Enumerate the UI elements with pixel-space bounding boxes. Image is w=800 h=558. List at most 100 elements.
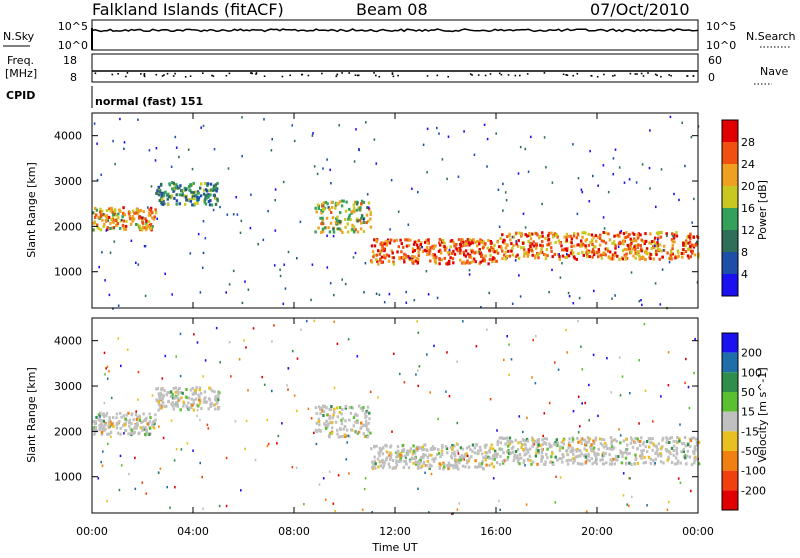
- echo-cell: [380, 248, 384, 252]
- echo-cell: [373, 244, 377, 248]
- echo-cell: [142, 419, 145, 423]
- echo-cell: [696, 240, 698, 244]
- echo-cell: [341, 417, 345, 421]
- echo-cell: [604, 253, 607, 257]
- echo-cell: [459, 242, 462, 246]
- echo-cell: [629, 245, 633, 249]
- echo-cell: [453, 450, 456, 454]
- nave-dot: [392, 75, 395, 78]
- echo-cell: [420, 241, 423, 245]
- echo-cell: [675, 446, 678, 450]
- echo-cell: [685, 357, 687, 361]
- echo-cell: [490, 443, 493, 447]
- echo-cell: [693, 197, 695, 201]
- echo-cell: [300, 328, 302, 331]
- nave-dot: [263, 75, 266, 77]
- echo-cell: [207, 193, 210, 197]
- echo-cell: [634, 458, 637, 461]
- echo-cell: [597, 414, 599, 418]
- echo-cell: [202, 192, 206, 196]
- echo-cell: [499, 237, 502, 240]
- echo-cell: [657, 236, 660, 240]
- echo-cell: [159, 391, 162, 395]
- echo-cell: [151, 216, 154, 220]
- echo-cell: [195, 193, 198, 197]
- echo-cell: [644, 445, 647, 449]
- echo-cell: [240, 489, 242, 492]
- echo-cell: [330, 200, 333, 204]
- echo-cell: [344, 404, 348, 408]
- colorbar-tick-label: 50: [741, 386, 755, 399]
- echo-cell: [426, 455, 430, 459]
- echo-cell: [686, 449, 689, 453]
- echo-cell: [318, 483, 321, 486]
- echo-cell: [443, 463, 446, 467]
- echo-cell: [100, 460, 102, 464]
- echo-cell: [488, 456, 491, 460]
- echo-cell: [254, 458, 257, 462]
- echo-cell: [617, 245, 620, 248]
- nave-dot: [654, 73, 657, 76]
- echo-cell: [250, 193, 252, 196]
- nave-dot: [228, 72, 231, 75]
- echo-cell: [659, 303, 662, 306]
- echo-cell: [496, 440, 499, 444]
- echo-cell: [390, 453, 393, 456]
- echo-cell: [391, 459, 395, 462]
- echo-cell: [407, 255, 410, 259]
- echo-cell: [379, 250, 382, 254]
- echo-cell: [187, 185, 191, 188]
- echo-cell: [462, 250, 465, 254]
- echo-cell: [180, 448, 183, 451]
- echo-cell: [607, 255, 611, 259]
- echo-cell: [194, 388, 198, 392]
- echo-cell: [217, 395, 220, 398]
- echo-cell: [134, 456, 136, 460]
- echo-cell: [471, 449, 474, 453]
- echo-cell: [690, 489, 692, 493]
- echo-cell: [379, 460, 382, 464]
- echo-cell: [374, 466, 377, 470]
- velocity-panel-frame: [91, 317, 699, 514]
- nave-dot: [250, 72, 252, 74]
- echo-cell: [111, 215, 115, 218]
- echo-cell: [105, 414, 108, 418]
- echo-cell: [132, 209, 135, 213]
- echo-cell: [355, 200, 358, 204]
- echo-cell: [104, 421, 107, 425]
- echo-cell: [592, 174, 594, 178]
- echo-cell: [232, 213, 235, 216]
- echo-cell: [507, 444, 510, 448]
- echo-cell: [588, 200, 591, 203]
- echo-cell: [376, 457, 380, 461]
- echo-cell: [670, 251, 673, 254]
- echo-cell: [163, 404, 166, 408]
- echo-cell: [192, 392, 196, 396]
- echo-cell: [403, 257, 406, 261]
- echo-cell: [622, 439, 625, 443]
- velocity-echo-data: [92, 319, 701, 516]
- nave-dot: [436, 74, 439, 77]
- echo-cell: [646, 440, 649, 443]
- echo-cell: [668, 441, 671, 444]
- echo-cell: [148, 432, 151, 436]
- echo-cell: [509, 451, 512, 455]
- echo-cell: [486, 137, 489, 141]
- echo-cell: [624, 236, 628, 239]
- echo-cell: [683, 436, 687, 439]
- echo-cell: [263, 383, 266, 386]
- echo-cell: [322, 477, 325, 480]
- echo-cell: [585, 440, 589, 444]
- echo-cell: [687, 241, 690, 245]
- echo-cell: [597, 255, 600, 259]
- echo-cell: [161, 400, 164, 404]
- echo-cell: [595, 452, 599, 456]
- echo-cell: [137, 398, 139, 401]
- echo-cell: [171, 400, 174, 404]
- echo-cell: [598, 437, 602, 441]
- echo-cell: [599, 442, 602, 446]
- echo-cell: [175, 146, 178, 149]
- echo-cell: [169, 506, 171, 509]
- echo-cell: [416, 320, 418, 323]
- echo-cell: [134, 413, 138, 416]
